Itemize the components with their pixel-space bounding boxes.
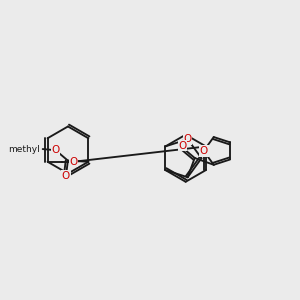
- Text: O: O: [184, 134, 192, 144]
- Text: O: O: [62, 171, 70, 181]
- Text: O: O: [200, 146, 208, 156]
- Text: methyl: methyl: [8, 145, 40, 154]
- Text: O: O: [178, 141, 187, 151]
- Text: O: O: [52, 145, 60, 155]
- Text: O: O: [69, 157, 78, 167]
